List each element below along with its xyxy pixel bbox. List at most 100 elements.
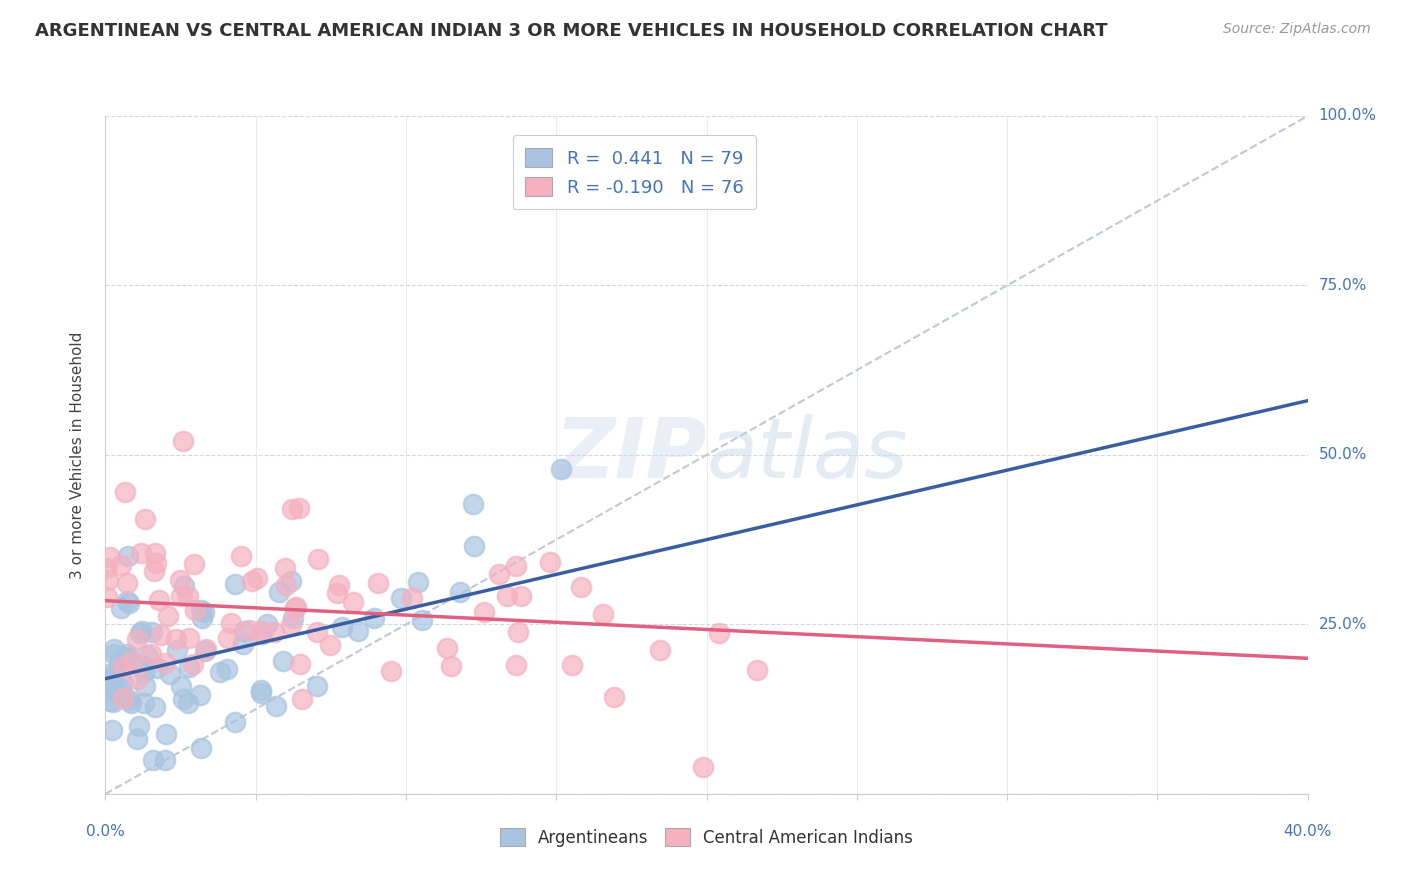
Point: [125, 731, 148, 746]
Point: [274, 561, 297, 575]
Point: [170, 679, 193, 693]
Point: [104, 666, 127, 681]
Point: [143, 700, 166, 714]
Point: [146, 661, 169, 675]
Point: [115, 576, 138, 591]
Point: [246, 571, 269, 585]
Point: [165, 632, 187, 646]
Point: [224, 577, 246, 591]
Point: [269, 585, 291, 599]
Point: [172, 434, 194, 449]
Point: [127, 632, 149, 646]
Legend: Argentineans, Central American Indians: Argentineans, Central American Indians: [494, 822, 920, 854]
Point: [115, 648, 138, 662]
Point: [307, 552, 329, 566]
Point: [153, 753, 176, 767]
Point: [183, 558, 205, 572]
Point: [217, 631, 239, 645]
Point: [97, 573, 120, 587]
Point: [240, 574, 263, 588]
Point: [436, 640, 458, 655]
Point: [121, 654, 143, 668]
Point: [134, 512, 156, 526]
Point: [141, 625, 163, 640]
Point: [461, 497, 484, 511]
Point: [94, 666, 117, 681]
Point: [463, 539, 485, 553]
Point: [194, 644, 217, 658]
Text: ARGENTINEAN VS CENTRAL AMERICAN INDIAN 3 OR MORE VEHICLES IN HOUSEHOLD CORRELATI: ARGENTINEAN VS CENTRAL AMERICAN INDIAN 3…: [35, 22, 1108, 40]
Point: [328, 578, 350, 592]
Point: [98, 550, 121, 565]
Point: [135, 648, 157, 662]
Point: [173, 579, 195, 593]
Point: [112, 690, 135, 705]
Point: [249, 686, 271, 700]
Point: [188, 688, 211, 702]
Point: [96, 561, 118, 575]
Point: [190, 603, 212, 617]
Point: [108, 654, 131, 668]
Point: [118, 596, 141, 610]
Y-axis label: 3 or more Vehicles in Household: 3 or more Vehicles in Household: [70, 331, 84, 579]
Point: [114, 484, 136, 499]
Point: [681, 169, 703, 184]
Point: [155, 727, 177, 741]
Point: [347, 624, 370, 639]
Point: [221, 615, 243, 630]
Point: [707, 626, 730, 640]
Point: [411, 613, 433, 627]
Point: [98, 680, 121, 694]
Point: [745, 663, 768, 677]
Point: [101, 695, 124, 709]
Point: [488, 567, 510, 582]
Point: [510, 589, 533, 603]
Point: [117, 549, 139, 564]
Point: [287, 501, 309, 516]
Point: [115, 649, 138, 664]
Point: [150, 628, 173, 642]
Point: [550, 462, 572, 476]
Point: [132, 696, 155, 710]
Point: [276, 578, 298, 592]
Point: [145, 556, 167, 570]
Point: [98, 671, 121, 685]
Text: 100.0%: 100.0%: [1319, 109, 1376, 123]
Point: [291, 691, 314, 706]
Point: [110, 601, 132, 615]
Point: [172, 691, 194, 706]
Point: [169, 573, 191, 587]
Point: [233, 624, 256, 638]
Point: [131, 624, 153, 639]
Point: [406, 574, 429, 589]
Point: [191, 611, 214, 625]
Point: [125, 672, 148, 686]
Point: [367, 575, 389, 590]
Point: [256, 617, 278, 632]
Point: [153, 657, 176, 671]
Point: [105, 684, 128, 698]
Point: [252, 627, 274, 641]
Point: [380, 665, 402, 679]
Point: [271, 655, 294, 669]
Point: [330, 620, 353, 634]
Point: [280, 574, 302, 589]
Point: [505, 559, 527, 574]
Point: [325, 585, 347, 599]
Text: 75.0%: 75.0%: [1319, 278, 1367, 293]
Point: [159, 667, 181, 681]
Point: [231, 549, 253, 563]
Point: [263, 624, 285, 639]
Point: [177, 660, 200, 674]
Point: [281, 502, 304, 516]
Point: [177, 589, 200, 603]
Point: [129, 626, 152, 640]
Point: [561, 657, 583, 672]
Point: [238, 623, 260, 637]
Point: [208, 665, 231, 680]
Point: [184, 603, 207, 617]
Point: [569, 580, 592, 594]
Point: [120, 697, 142, 711]
Point: [142, 753, 165, 767]
Point: [538, 555, 561, 569]
